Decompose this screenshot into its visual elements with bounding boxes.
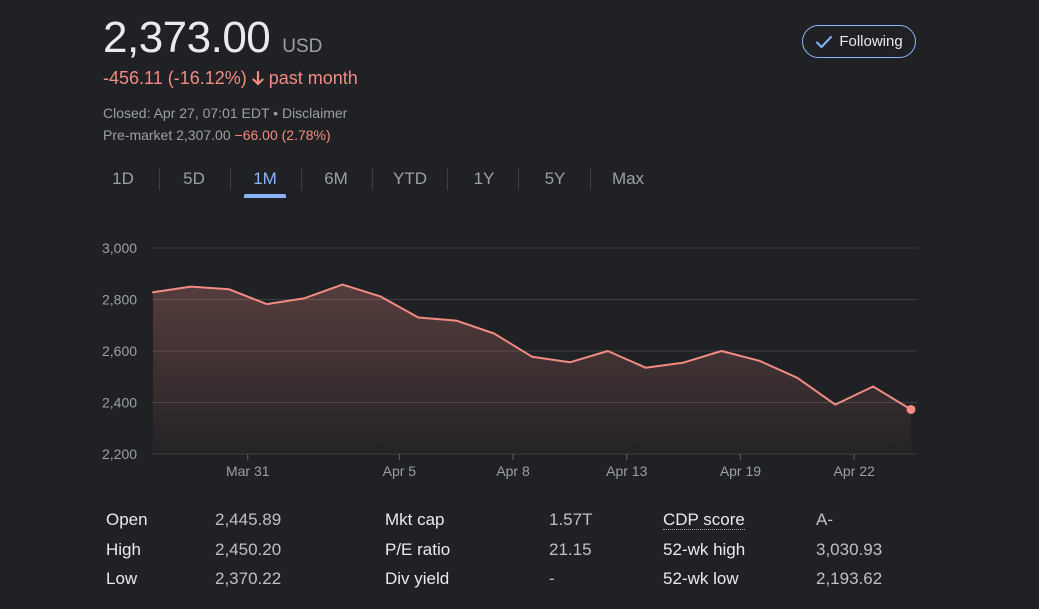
stat-label-high: High [106, 540, 141, 559]
change-period: past month [268, 68, 358, 88]
current-price: 2,373.00 [103, 13, 271, 62]
tab-label: 1Y [473, 169, 495, 188]
stat-value-52wk-low: 2,193.62 [816, 569, 883, 588]
tab-divider [590, 168, 591, 190]
currency-label: USD [282, 36, 323, 57]
y-tick-label: 2,600 [102, 343, 137, 359]
tab-label: 1M [253, 169, 277, 188]
current-price-dot [906, 404, 916, 414]
tab-1y[interactable]: 1Y [463, 162, 505, 196]
data-point [454, 319, 458, 323]
stat-value-mkt-cap: 1.57T [549, 510, 593, 529]
stat-label-52wk-high: 52-wk high [663, 540, 746, 559]
data-point [416, 316, 420, 320]
following-button[interactable]: Following [802, 25, 916, 58]
data-point [795, 376, 799, 380]
stat-label-low: Low [106, 569, 138, 588]
data-point [606, 349, 610, 353]
tab-5d[interactable]: 5D [173, 162, 215, 196]
cdp-score-text: CDP score [663, 510, 745, 530]
stat-value-pe-ratio: 21.15 [549, 540, 592, 559]
data-point [530, 355, 534, 359]
following-label: Following [839, 33, 903, 50]
y-tick-label: 2,200 [102, 446, 137, 462]
data-point [644, 366, 648, 370]
tab-divider [159, 168, 160, 190]
tab-divider [230, 168, 231, 190]
x-tick-label: Apr 13 [606, 463, 647, 479]
tab-label: YTD [393, 169, 427, 188]
data-point [151, 290, 155, 294]
data-point [682, 361, 686, 365]
tab-ytd[interactable]: YTD [386, 162, 434, 196]
tab-label: 6M [324, 169, 348, 188]
price-chart-svg[interactable]: 3,000 2,800 2,600 2,400 2,200 Mar 31 Apr 5 Apr … [0, 228, 1039, 488]
data-point [341, 283, 345, 287]
tab-label: Max [611, 169, 645, 188]
stat-label-cdp-score[interactable]: CDP score [663, 510, 745, 530]
stat-value-52wk-high: 3,030.93 [816, 540, 883, 559]
tab-divider [518, 168, 519, 190]
check-icon [816, 35, 833, 48]
stat-label-div-yield: Div yield [385, 569, 450, 588]
data-point [720, 349, 724, 353]
tab-label: 5D [183, 169, 205, 188]
x-tick-label: Apr 5 [383, 463, 417, 479]
stat-value-open: 2,445.89 [215, 510, 282, 529]
price-chart[interactable]: 3,000 2,800 2,600 2,400 2,200 Mar 31 Apr 5 Apr … [0, 228, 1039, 488]
stat-value-high: 2,450.20 [215, 540, 282, 559]
x-tick-label: Apr 8 [496, 463, 530, 479]
tab-divider [301, 168, 302, 190]
tab-1d[interactable]: 1D [102, 162, 144, 196]
tab-max[interactable]: Max [606, 162, 650, 196]
arrow-down-icon [252, 70, 264, 85]
data-point [757, 359, 761, 363]
stat-value-low: 2,370.22 [215, 569, 282, 588]
y-tick-label: 2,800 [102, 292, 137, 308]
tab-divider [447, 168, 448, 190]
data-point [833, 403, 837, 407]
price-line [152, 283, 912, 411]
premarket-change: −66.00 (2.78%) [234, 127, 331, 143]
stat-label-pe-ratio: P/E ratio [385, 540, 451, 559]
stat-value-cdp-score: A- [816, 510, 833, 529]
x-tick-label: Apr 22 [834, 463, 875, 479]
x-tick-label: Mar 31 [226, 463, 270, 479]
closed-info: Closed: Apr 27, 07:01 EDT • Disclaimer [103, 105, 348, 121]
tab-5y[interactable]: 5Y [534, 162, 576, 196]
data-point [189, 285, 193, 289]
tab-label: 1D [112, 169, 134, 188]
change-value: -456.11 (-16.12%) [103, 68, 247, 88]
data-point [871, 385, 875, 389]
data-point [265, 302, 269, 306]
stat-value-div-yield: - [549, 569, 555, 588]
price-row: 2,373.00 USD [103, 12, 322, 64]
stat-label-mkt-cap: Mkt cap [385, 510, 445, 529]
premarket-price: Pre-market 2,307.00 [103, 127, 235, 143]
price-area [153, 284, 911, 454]
data-point [492, 331, 496, 335]
price-change: -456.11 (-16.12%) past month [103, 68, 358, 89]
tab-1m[interactable]: 1M [244, 162, 286, 196]
y-tick-label: 3,000 [102, 240, 137, 256]
data-point [568, 360, 572, 364]
data-point [378, 294, 382, 298]
tab-label: 5Y [544, 169, 566, 188]
data-point [227, 287, 231, 291]
y-tick-label: 2,400 [102, 395, 137, 411]
tab-divider [372, 168, 373, 190]
stat-label-open: Open [106, 510, 148, 529]
premarket-info: Pre-market 2,307.00 −66.00 (2.78%) [103, 127, 331, 143]
data-point [303, 296, 307, 300]
stat-label-52wk-low: 52-wk low [663, 569, 739, 588]
tab-6m[interactable]: 6M [315, 162, 357, 196]
x-tick-label: Apr 19 [720, 463, 761, 479]
